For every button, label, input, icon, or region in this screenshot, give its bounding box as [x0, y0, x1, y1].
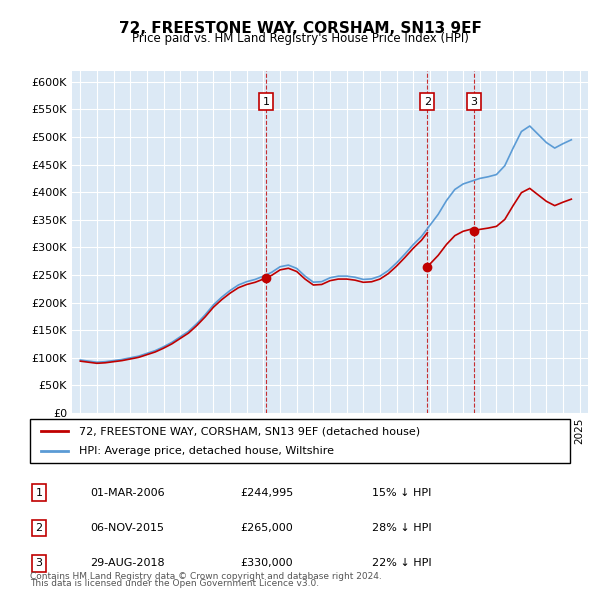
- Text: 22% ↓ HPI: 22% ↓ HPI: [372, 559, 431, 568]
- Text: 06-NOV-2015: 06-NOV-2015: [90, 523, 164, 533]
- Text: This data is licensed under the Open Government Licence v3.0.: This data is licensed under the Open Gov…: [30, 579, 319, 588]
- Text: 72, FREESTONE WAY, CORSHAM, SN13 9EF (detached house): 72, FREESTONE WAY, CORSHAM, SN13 9EF (de…: [79, 427, 420, 436]
- Text: 01-MAR-2006: 01-MAR-2006: [90, 488, 164, 497]
- Text: 3: 3: [470, 97, 478, 107]
- Text: Contains HM Land Registry data © Crown copyright and database right 2024.: Contains HM Land Registry data © Crown c…: [30, 572, 382, 581]
- FancyBboxPatch shape: [30, 419, 570, 463]
- Text: 3: 3: [35, 559, 43, 568]
- Text: 28% ↓ HPI: 28% ↓ HPI: [372, 523, 431, 533]
- Text: 2: 2: [424, 97, 431, 107]
- Text: 1: 1: [35, 488, 43, 497]
- Text: Price paid vs. HM Land Registry's House Price Index (HPI): Price paid vs. HM Land Registry's House …: [131, 32, 469, 45]
- Text: £265,000: £265,000: [240, 523, 293, 533]
- Text: £330,000: £330,000: [240, 559, 293, 568]
- Text: HPI: Average price, detached house, Wiltshire: HPI: Average price, detached house, Wilt…: [79, 446, 334, 455]
- Text: 1: 1: [263, 97, 270, 107]
- Text: 29-AUG-2018: 29-AUG-2018: [90, 559, 164, 568]
- Text: 15% ↓ HPI: 15% ↓ HPI: [372, 488, 431, 497]
- Text: 2: 2: [35, 523, 43, 533]
- Text: 72, FREESTONE WAY, CORSHAM, SN13 9EF: 72, FREESTONE WAY, CORSHAM, SN13 9EF: [119, 21, 481, 35]
- Text: £244,995: £244,995: [240, 488, 293, 497]
